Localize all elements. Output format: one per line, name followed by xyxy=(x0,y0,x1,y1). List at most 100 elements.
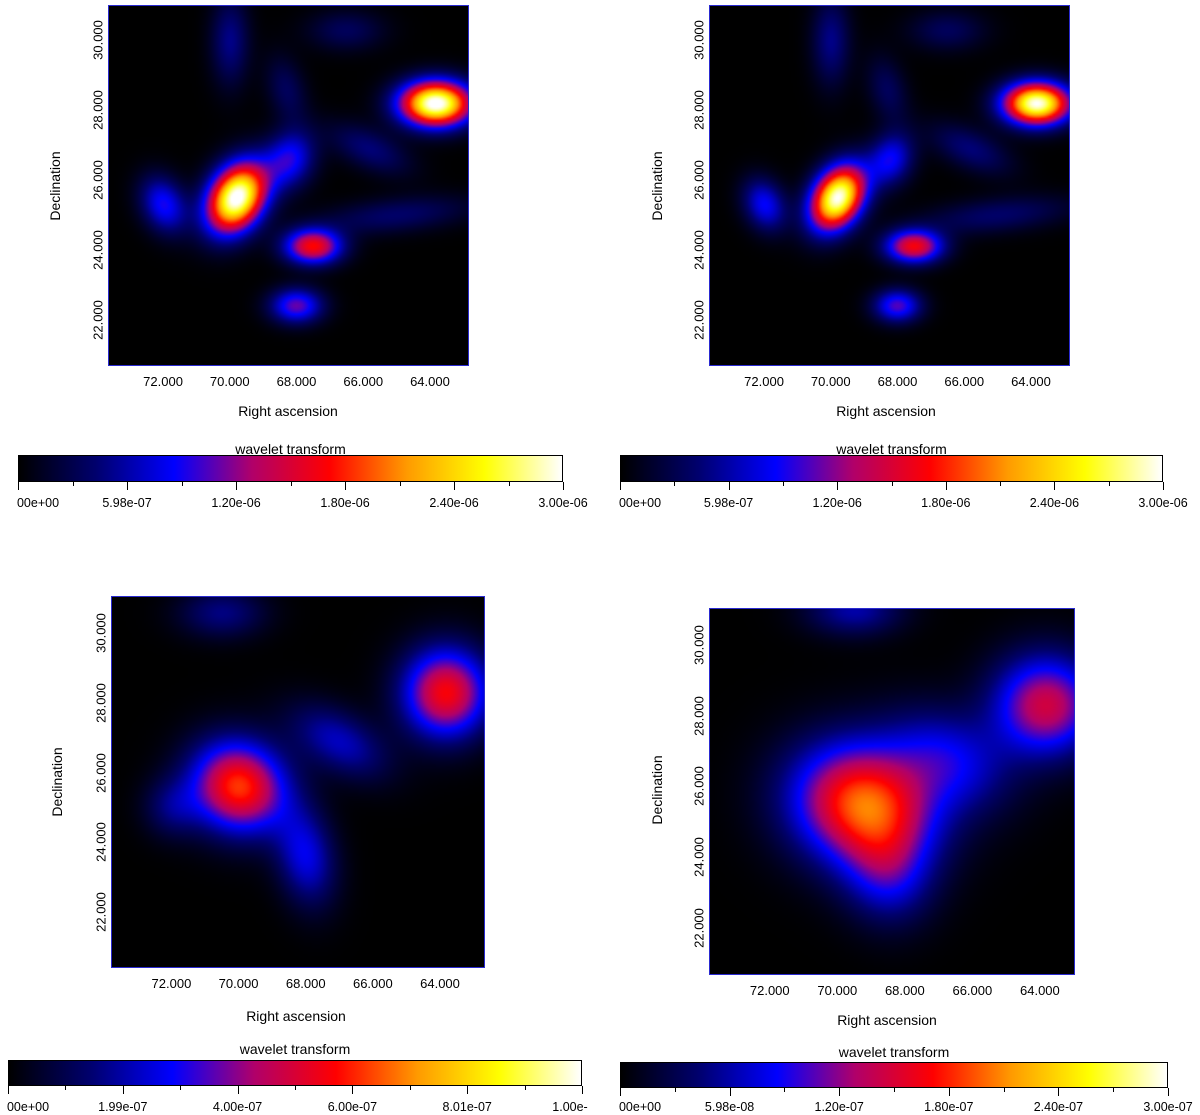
colorbar-tick xyxy=(295,1086,296,1090)
colorbar-tick xyxy=(784,1088,786,1092)
colorbar xyxy=(18,455,563,482)
colorbar-tick xyxy=(508,482,510,486)
colorbar-tick-label: 2.40e-06 xyxy=(1029,496,1080,510)
x-axis-label: Right ascension xyxy=(246,1008,346,1024)
ra-tick-label: 72.000 xyxy=(744,374,784,389)
colorbar-tick xyxy=(1054,482,1056,490)
colorbar-tick-label: 5.98e-07 xyxy=(102,496,152,510)
ra-tick-label: 68.000 xyxy=(884,983,925,998)
dec-tick-label: 22.000 xyxy=(691,908,707,948)
dec-tick-label: 28.000 xyxy=(691,695,707,736)
colorbar-tick xyxy=(620,482,621,490)
y-axis-label: Declination xyxy=(47,151,63,221)
colorbar-tick xyxy=(18,482,19,490)
ra-tick-label: 72.000 xyxy=(151,976,192,991)
colorbar-tick-label: 1.20e-06 xyxy=(211,496,261,510)
ra-tick-label: 64.000 xyxy=(410,374,450,389)
colorbar-tick-label: 3.00e-06 xyxy=(538,496,588,510)
colorbar-tick xyxy=(399,482,401,486)
dec-tick-label: 24.000 xyxy=(93,822,109,863)
heatmap-image xyxy=(108,5,469,366)
ra-tick-label: 70.000 xyxy=(209,374,250,389)
dec-tick-label: 30.000 xyxy=(691,624,707,665)
colorbar-tick xyxy=(345,482,346,490)
colorbar-tick xyxy=(122,1086,124,1094)
dec-tick-label: 24.000 xyxy=(90,230,106,271)
colorbar-tick xyxy=(236,482,237,490)
colorbar-title: wavelet transform xyxy=(838,1044,950,1060)
x-axis-label: Right ascension xyxy=(238,403,338,419)
colorbar-tick xyxy=(945,482,947,490)
colorbar-tick-label: 1.00e- xyxy=(552,1100,588,1114)
colorbar-tick xyxy=(524,1086,526,1090)
heatmap-canvas xyxy=(710,6,1069,365)
colorbar-tick xyxy=(409,1086,411,1090)
colorbar-tick-label: 4.00e-07 xyxy=(212,1100,263,1114)
colorbar-tick xyxy=(782,482,784,486)
heatmap-canvas xyxy=(109,6,468,365)
colorbar-tick xyxy=(290,482,292,486)
dec-tick-label: 26.000 xyxy=(691,160,707,201)
dec-tick-label: 22.000 xyxy=(691,300,707,341)
colorbar-tick-label: 5.98e-07 xyxy=(703,496,754,510)
heatmap-canvas xyxy=(710,609,1074,974)
colorbar-tick xyxy=(674,482,676,486)
ra-tick-label: 64.000 xyxy=(420,976,460,991)
heatmap-image xyxy=(111,596,485,968)
colorbar-tick xyxy=(65,1086,67,1090)
ra-tick-label: 68.000 xyxy=(877,374,918,389)
ra-tick-label: 70.000 xyxy=(817,983,858,998)
colorbar-tick xyxy=(127,482,128,490)
colorbar-tick-label: 1.80e-06 xyxy=(320,496,370,510)
colorbar-tick-label: 6.00e-07 xyxy=(327,1100,378,1114)
ra-tick-label: 66.000 xyxy=(944,374,985,389)
colorbar-tick-label: 1.80e-07 xyxy=(924,1100,974,1114)
y-axis-label: Declination xyxy=(49,747,65,817)
colorbar-tick-label: 1.20e-06 xyxy=(812,496,862,510)
colorbar-tick xyxy=(1003,1088,1005,1092)
heatmap-canvas xyxy=(112,597,484,967)
colorbar-tick xyxy=(8,1086,9,1094)
colorbar-tick xyxy=(454,482,455,490)
y-axis-label: Declination xyxy=(649,755,665,825)
colorbar-tick-label: 00e+00 xyxy=(16,496,60,510)
colorbar-tick xyxy=(728,482,730,490)
colorbar-tick-label: 1.99e-07 xyxy=(98,1100,148,1114)
colorbar-tick-label: 2.40e-06 xyxy=(429,496,479,510)
colorbar-tick xyxy=(1000,482,1002,486)
heatmap-image xyxy=(709,5,1070,366)
colorbar xyxy=(620,455,1163,482)
ra-tick-label: 68.000 xyxy=(276,374,317,389)
colorbar-tick-label: 00e+00 xyxy=(6,1100,50,1114)
dec-tick-label: 30.000 xyxy=(93,613,109,653)
colorbar-tick-label: 2.40e-07 xyxy=(1033,1100,1084,1114)
dec-tick-label: 24.000 xyxy=(691,230,707,271)
colorbar-tick xyxy=(837,482,839,490)
colorbar-title: wavelet transform xyxy=(836,441,947,457)
colorbar xyxy=(8,1060,582,1086)
colorbar-tick xyxy=(1108,482,1110,486)
colorbar-tick xyxy=(891,482,893,486)
colorbar-tick xyxy=(948,1088,950,1096)
colorbar-tick-label: 00e+00 xyxy=(618,496,662,510)
colorbar-tick xyxy=(467,1086,469,1094)
dec-tick-label: 22.000 xyxy=(90,300,106,341)
ra-tick-label: 70.000 xyxy=(218,976,259,991)
colorbar-tick xyxy=(181,482,183,486)
ra-tick-label: 66.000 xyxy=(352,976,393,991)
ra-tick-label: 70.000 xyxy=(810,374,851,389)
colorbar-tick xyxy=(620,1088,621,1096)
dec-tick-label: 26.000 xyxy=(90,160,106,201)
colorbar-tick xyxy=(1168,1088,1169,1096)
dec-tick-label: 30.000 xyxy=(691,20,707,60)
ra-tick-label: 64.000 xyxy=(1019,983,1060,998)
dec-tick-label: 28.000 xyxy=(691,90,707,131)
dec-tick-label: 30.000 xyxy=(90,20,106,60)
colorbar-title: wavelet transform xyxy=(239,1041,351,1057)
x-axis-label: Right ascension xyxy=(836,403,936,419)
colorbar-tick xyxy=(1113,1088,1115,1092)
